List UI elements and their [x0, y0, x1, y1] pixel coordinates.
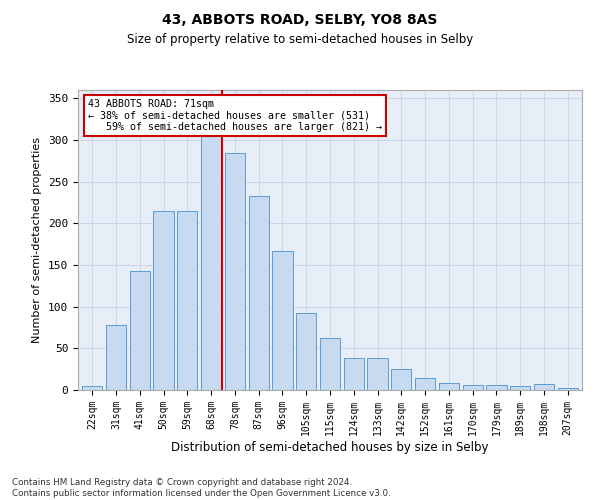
Bar	[391, 369, 412, 390]
Bar	[177, 211, 197, 390]
X-axis label: Distribution of semi-detached houses by size in Selby: Distribution of semi-detached houses by …	[171, 440, 489, 454]
Bar	[272, 251, 293, 390]
Bar	[439, 384, 459, 390]
Bar	[510, 386, 530, 390]
Bar	[106, 325, 126, 390]
Text: 43, ABBOTS ROAD, SELBY, YO8 8AS: 43, ABBOTS ROAD, SELBY, YO8 8AS	[163, 12, 437, 26]
Bar	[225, 152, 245, 390]
Bar	[367, 358, 388, 390]
Bar	[344, 358, 364, 390]
Bar	[248, 196, 269, 390]
Bar	[487, 385, 506, 390]
Y-axis label: Number of semi-detached properties: Number of semi-detached properties	[32, 137, 43, 343]
Text: 43 ABBOTS ROAD: 71sqm
← 38% of semi-detached houses are smaller (531)
   59% of : 43 ABBOTS ROAD: 71sqm ← 38% of semi-deta…	[88, 99, 382, 132]
Text: Contains HM Land Registry data © Crown copyright and database right 2024.
Contai: Contains HM Land Registry data © Crown c…	[12, 478, 391, 498]
Bar	[534, 384, 554, 390]
Bar	[201, 115, 221, 390]
Bar	[82, 386, 103, 390]
Bar	[320, 338, 340, 390]
Bar	[154, 211, 173, 390]
Bar	[557, 388, 578, 390]
Bar	[415, 378, 435, 390]
Bar	[296, 312, 316, 390]
Bar	[130, 271, 150, 390]
Text: Size of property relative to semi-detached houses in Selby: Size of property relative to semi-detach…	[127, 32, 473, 46]
Bar	[463, 385, 483, 390]
